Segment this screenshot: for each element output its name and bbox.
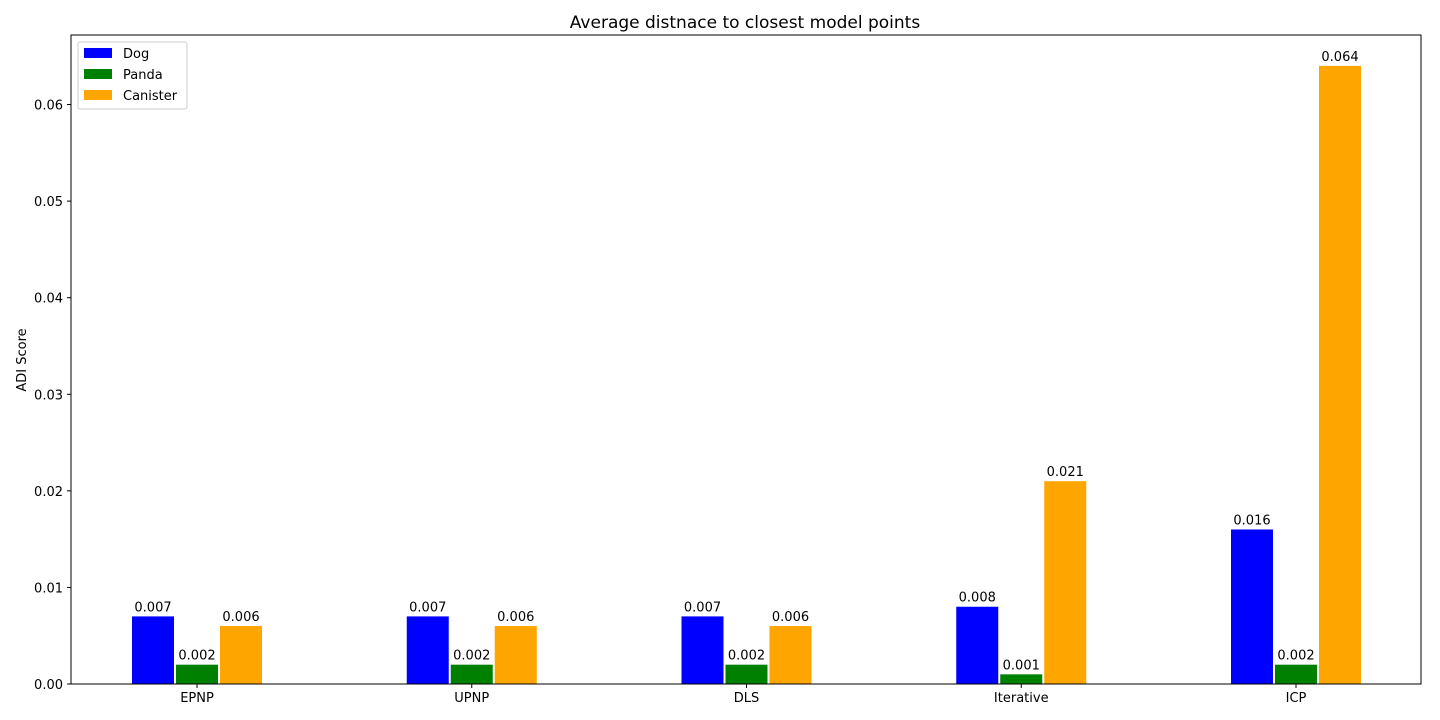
legend-swatch-dog <box>84 48 112 58</box>
legend-label-dog: Dog <box>123 47 149 62</box>
x-tick-label: DLS <box>734 691 760 706</box>
bar-panda-upnp <box>450 664 493 684</box>
y-tick-label: 0.06 <box>34 99 63 114</box>
y-axis-ticks: 0.00 0.01 0.02 0.03 0.04 0.05 0.06 <box>34 99 71 693</box>
x-tick-label: Iterative <box>994 691 1049 706</box>
bar-value-label: 0.064 <box>1321 50 1358 65</box>
x-tick-label: EPNP <box>180 691 214 706</box>
bar-group <box>132 65 1361 684</box>
chart-title: Average distnace to closest model points <box>570 13 921 33</box>
bar-dog-icp <box>1231 529 1273 684</box>
bar-value-label: 0.002 <box>728 649 765 664</box>
x-tick-label: ICP <box>1286 691 1307 706</box>
legend: Dog Panda Canister <box>77 41 188 110</box>
y-tick-label: 0.00 <box>34 678 63 693</box>
bar-value-label: 0.002 <box>1277 649 1314 664</box>
bar-value-label: 0.002 <box>178 649 215 664</box>
bar-dog-epnp <box>132 616 174 684</box>
bar-canister-icp <box>1319 65 1361 684</box>
bar-canister-epnp <box>220 626 262 684</box>
y-tick-label: 0.02 <box>34 485 63 500</box>
legend-swatch-canister <box>84 90 112 100</box>
bar-canister-iterative <box>1044 481 1087 684</box>
bar-value-label: 0.007 <box>134 600 171 615</box>
y-axis-label: ADI Score <box>15 328 30 391</box>
y-tick-label: 0.03 <box>34 388 63 403</box>
bar-value-label: 0.002 <box>453 649 490 664</box>
bar-value-label: 0.007 <box>684 600 721 615</box>
bar-value-label: 0.008 <box>959 591 996 606</box>
bar-value-label: 0.006 <box>222 610 259 625</box>
plot-frame <box>70 34 1422 685</box>
x-axis-ticks: EPNP UPNP DLS Iterative ICP <box>180 684 1307 706</box>
bar-value-label: 0.006 <box>772 610 809 625</box>
bar-panda-iterative <box>1000 674 1043 684</box>
bar-canister-upnp <box>494 626 537 684</box>
x-tick-label: UPNP <box>454 691 489 706</box>
bar-value-label: 0.016 <box>1233 513 1270 528</box>
bar-value-label: 0.021 <box>1047 465 1084 480</box>
bar-value-label: 0.001 <box>1003 658 1040 673</box>
legend-label-canister: Canister <box>123 89 178 104</box>
y-tick-label: 0.01 <box>34 581 63 596</box>
bar-dog-dls <box>681 616 724 684</box>
bar-value-label: 0.007 <box>409 600 446 615</box>
bar-panda-icp <box>1275 664 1317 684</box>
bar-value-labels: 0.007 0.007 0.007 0.008 0.016 0.002 0.002 0.002… <box>134 50 1358 673</box>
bar-panda-epnp <box>176 664 218 684</box>
y-tick-label: 0.04 <box>34 292 63 307</box>
bar-canister-dls <box>769 626 812 684</box>
bar-value-label: 0.006 <box>497 610 534 625</box>
legend-label-panda: Panda <box>123 68 163 83</box>
legend-swatch-panda <box>84 69 112 79</box>
y-tick-label: 0.05 <box>34 195 63 210</box>
bar-dog-upnp <box>406 616 449 684</box>
bar-panda-dls <box>725 664 768 684</box>
bar-dog-iterative <box>956 606 999 684</box>
